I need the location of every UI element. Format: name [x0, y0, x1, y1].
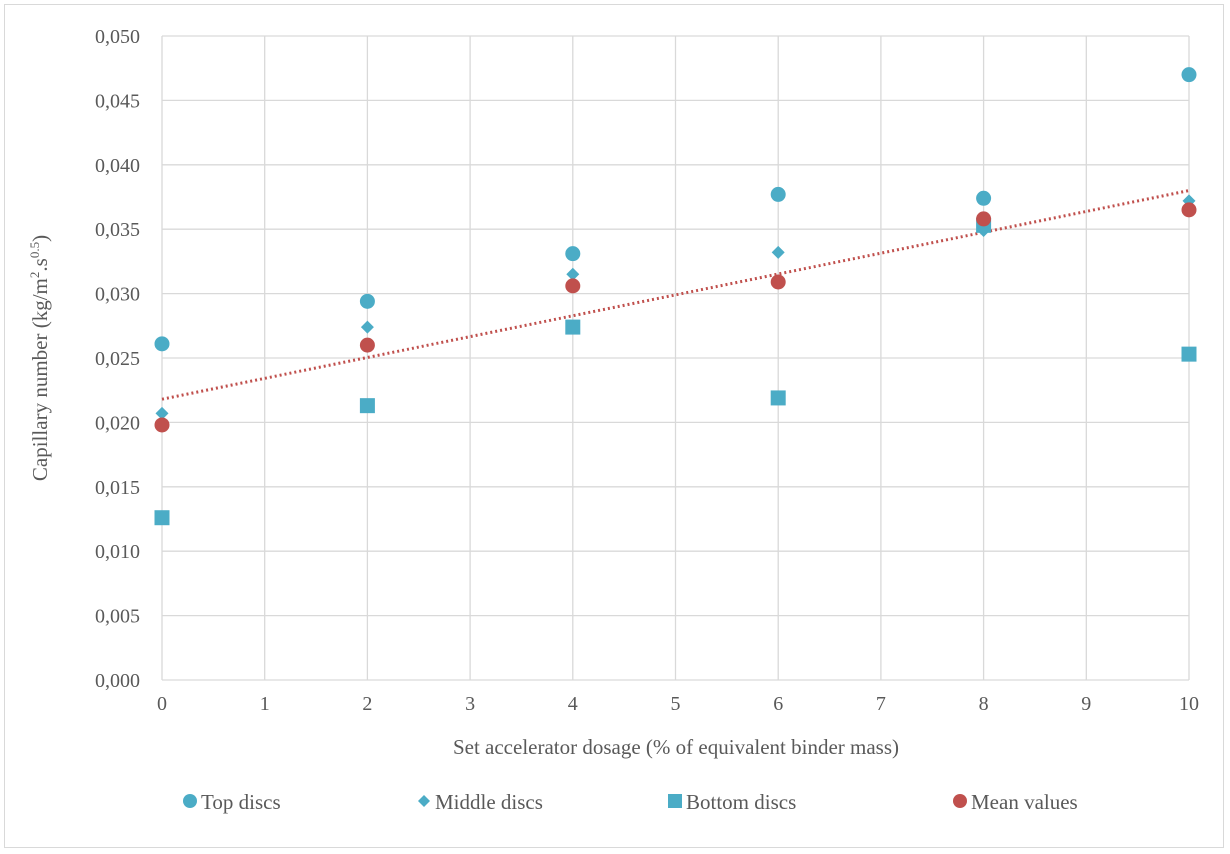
y-tick-label: 0,030: [95, 284, 140, 306]
point-middle-discs: [155, 406, 169, 420]
legend-label-top-discs: Top discs: [201, 790, 281, 814]
y-axis-title: Capillary number (kg/m2.s0.5): [27, 235, 52, 481]
legend-marker-mean-values: [953, 794, 967, 808]
point-mean-values: [154, 417, 170, 433]
x-tick-label: 3: [465, 693, 475, 715]
x-tick-label: 2: [362, 693, 372, 715]
y-tick-label: 0,040: [95, 155, 140, 177]
y-tick-label: 0,015: [95, 477, 140, 499]
point-bottom-discs: [154, 510, 170, 526]
chart-frame: [4, 4, 1224, 848]
y-axis-title-sup1: 2: [27, 272, 42, 279]
point-top-discs: [770, 186, 786, 202]
y-tick-label: 0,045: [95, 90, 140, 112]
legend-marker-middle-discs: [418, 795, 430, 807]
point-middle-discs: [771, 245, 785, 259]
y-tick-label: 0,025: [95, 348, 140, 370]
point-mean-values: [770, 274, 786, 290]
x-tick-label: 4: [568, 693, 578, 715]
gridlines: [161, 35, 1190, 681]
point-top-discs: [976, 190, 992, 206]
y-tick-label: 0,020: [95, 412, 140, 434]
x-tick-label: 10: [1179, 693, 1199, 715]
y-axis-title-main: Capillary number (kg/m: [28, 278, 52, 481]
y-tick-label: 0,010: [95, 541, 140, 563]
x-axis-title: Set accelerator dosage (% of equivalent …: [453, 735, 899, 759]
point-mean-values: [1181, 202, 1197, 218]
x-tick-label: 7: [876, 693, 886, 715]
point-mean-values: [976, 211, 992, 227]
x-tick-label: 6: [773, 693, 783, 715]
x-axis-tick-labels: 0 1 2 3 4 5 6 7 8 9 10: [157, 693, 1199, 715]
y-axis-title-end: ): [28, 235, 52, 242]
x-tick-label: 1: [260, 693, 270, 715]
point-mean-values: [565, 278, 581, 294]
data-points: [154, 67, 1197, 526]
y-axis-title-sup2: 0.5: [27, 242, 42, 258]
x-tick-label: 8: [979, 693, 989, 715]
point-top-discs: [154, 336, 170, 352]
x-tick-label: 0: [157, 693, 167, 715]
point-bottom-discs: [359, 398, 375, 414]
x-tick-label: 9: [1081, 693, 1091, 715]
legend-marker-top-discs: [183, 794, 197, 808]
point-middle-discs: [566, 267, 580, 281]
legend-label-bottom-discs: Bottom discs: [686, 790, 796, 814]
point-bottom-discs: [1181, 346, 1197, 362]
point-bottom-discs: [565, 319, 581, 335]
point-mean-values: [359, 337, 375, 353]
x-tick-label: 5: [671, 693, 681, 715]
y-axis-tick-labels: 0,000 0,005 0,010 0,015 0,020 0,025 0,030 0,035…: [95, 26, 140, 692]
point-top-discs: [359, 293, 375, 309]
y-tick-label: 0,000: [95, 670, 140, 692]
y-axis-title-mid: .s: [28, 258, 52, 271]
point-bottom-discs: [770, 390, 786, 406]
legend-marker-bottom-discs: [668, 794, 682, 808]
point-middle-discs: [360, 320, 374, 334]
y-tick-label: 0,005: [95, 606, 140, 628]
legend-label-mean-values: Mean values: [971, 790, 1078, 814]
legend: Top discs Middle discs Bottom discs Mean va…: [183, 790, 1078, 814]
point-top-discs: [1181, 67, 1197, 83]
y-tick-label: 0,035: [95, 219, 140, 241]
point-top-discs: [565, 246, 581, 262]
legend-label-middle-discs: Middle discs: [435, 790, 543, 814]
y-tick-label: 0,050: [95, 26, 140, 48]
